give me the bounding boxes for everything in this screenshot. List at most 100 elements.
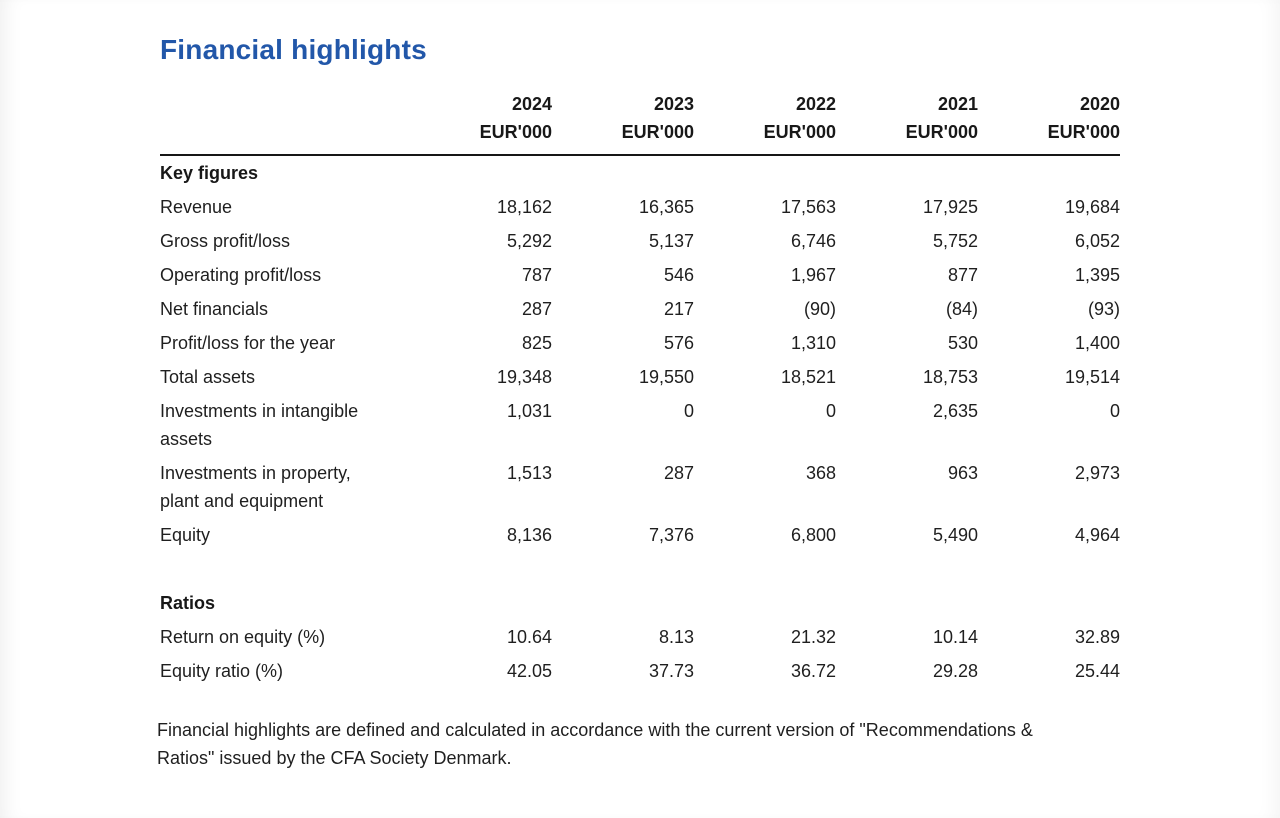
cell-value: 16,365 [638, 197, 694, 217]
cell-value: 32.89 [1074, 627, 1120, 647]
table-row: Revenue 18,162 16,365 17,563 17,925 19,6… [160, 190, 1120, 224]
cell-value: 1,031 [506, 401, 552, 421]
row-label: Investments in intangible assets [160, 401, 359, 449]
row-label: Investments in property, plant and equip… [160, 463, 351, 511]
unit-header-row: EUR'000 EUR'000 EUR'000 EUR'000 EUR'000 [160, 118, 1120, 156]
cell-value: 8,136 [506, 525, 552, 545]
row-label: Revenue [160, 197, 233, 217]
cell-value: 1,395 [1074, 265, 1120, 285]
row-label: Equity ratio (%) [160, 661, 284, 681]
cell-value: 963 [947, 463, 978, 483]
cell-value: 5,752 [932, 231, 978, 251]
cell-value: 8.13 [658, 627, 694, 647]
table-row: Investments in intangible assets 1,031 0… [160, 394, 1120, 456]
table-row: Operating profit/loss 787 546 1,967 877 … [160, 258, 1120, 292]
row-label: Profit/loss for the year [160, 333, 336, 353]
cell-value: 6,052 [1074, 231, 1120, 251]
section-header-row: Key figures [160, 155, 1120, 190]
unit-header: EUR'000 [836, 118, 978, 156]
cell-value: (90) [803, 299, 836, 319]
cell-value: 1,513 [506, 463, 552, 483]
empty-cell [410, 155, 1120, 190]
cell-value: 36.72 [790, 661, 836, 681]
unit-header: EUR'000 [694, 118, 836, 156]
year-header-row: 2024 2023 2022 2021 2020 [160, 90, 1120, 118]
unit-header: EUR'000 [978, 118, 1120, 156]
cell-value: 18,521 [780, 367, 836, 387]
row-label: Operating profit/loss [160, 265, 322, 285]
cell-value: 287 [663, 463, 694, 483]
cell-value: 2,973 [1074, 463, 1120, 483]
cell-value: 7,376 [648, 525, 694, 545]
unit-header: EUR'000 [410, 118, 552, 156]
cell-value: 546 [663, 265, 694, 285]
cell-value: 19,514 [1064, 367, 1120, 387]
corner-cell [160, 90, 410, 118]
cell-value: 0 [825, 401, 836, 421]
cell-value: 0 [1109, 401, 1120, 421]
cell-value: 4,964 [1074, 525, 1120, 545]
cell-value: 29.28 [932, 661, 978, 681]
cell-value: 18,753 [922, 367, 978, 387]
cell-value: 368 [805, 463, 836, 483]
table-row: Net financials 287 217 (90) (84) (93) [160, 292, 1120, 326]
year-header: 2020 [1079, 94, 1120, 114]
cell-value: 19,550 [638, 367, 694, 387]
cell-value: 1,310 [790, 333, 836, 353]
cell-value: (84) [945, 299, 978, 319]
cell-value: 0 [683, 401, 694, 421]
cell-value: 6,746 [790, 231, 836, 251]
cell-value: 17,925 [922, 197, 978, 217]
table-row: Equity ratio (%) 42.05 37.73 36.72 29.28… [160, 654, 1120, 688]
cell-value: 877 [947, 265, 978, 285]
section-title: Ratios [160, 593, 216, 613]
cell-value: 1,400 [1074, 333, 1120, 353]
cell-value: 25.44 [1074, 661, 1120, 681]
empty-cell [160, 552, 1120, 586]
cell-value: 576 [663, 333, 694, 353]
cell-value: 19,348 [496, 367, 552, 387]
financial-highlights-table: 2024 2023 2022 2021 2020 EUR'000 EUR'000… [160, 90, 1120, 688]
section-title: Key figures [160, 163, 259, 183]
cell-value: 5,137 [648, 231, 694, 251]
empty-cell [410, 586, 1120, 620]
row-label: Total assets [160, 367, 256, 387]
row-label: Gross profit/loss [160, 231, 291, 251]
cell-value: 5,292 [506, 231, 552, 251]
cell-value: 17,563 [780, 197, 836, 217]
row-label: Equity [160, 525, 211, 545]
year-header: 2021 [937, 94, 978, 114]
cell-value: 825 [521, 333, 552, 353]
cell-value: 530 [947, 333, 978, 353]
unit-header: EUR'000 [552, 118, 694, 156]
cell-value: 37.73 [648, 661, 694, 681]
cell-value: 10.64 [506, 627, 552, 647]
year-header: 2023 [653, 94, 694, 114]
table-row: Return on equity (%) 10.64 8.13 21.32 10… [160, 620, 1120, 654]
cell-value: 6,800 [790, 525, 836, 545]
cell-value: 5,490 [932, 525, 978, 545]
year-header: 2022 [795, 94, 836, 114]
corner-cell [160, 118, 410, 156]
cell-value: 21.32 [790, 627, 836, 647]
table-row: Total assets 19,348 19,550 18,521 18,753… [160, 360, 1120, 394]
table-row: Gross profit/loss 5,292 5,137 6,746 5,75… [160, 224, 1120, 258]
row-label: Net financials [160, 299, 269, 319]
cell-value: 42.05 [506, 661, 552, 681]
cell-value: 1,967 [790, 265, 836, 285]
footnote-text: Financial highlights are defined and cal… [157, 720, 1033, 768]
year-header: 2024 [511, 94, 552, 114]
cell-value: (93) [1087, 299, 1120, 319]
table-row: Profit/loss for the year 825 576 1,310 5… [160, 326, 1120, 360]
section-header-row: Ratios [160, 586, 1120, 620]
table-row: Equity 8,136 7,376 6,800 5,490 4,964 [160, 518, 1120, 552]
cell-value: 287 [521, 299, 552, 319]
cell-value: 2,635 [932, 401, 978, 421]
spacer-row [160, 552, 1120, 586]
cell-value: 787 [521, 265, 552, 285]
row-label: Return on equity (%) [160, 627, 326, 647]
cell-value: 217 [663, 299, 694, 319]
cell-value: 18,162 [496, 197, 552, 217]
cell-value: 19,684 [1064, 197, 1120, 217]
